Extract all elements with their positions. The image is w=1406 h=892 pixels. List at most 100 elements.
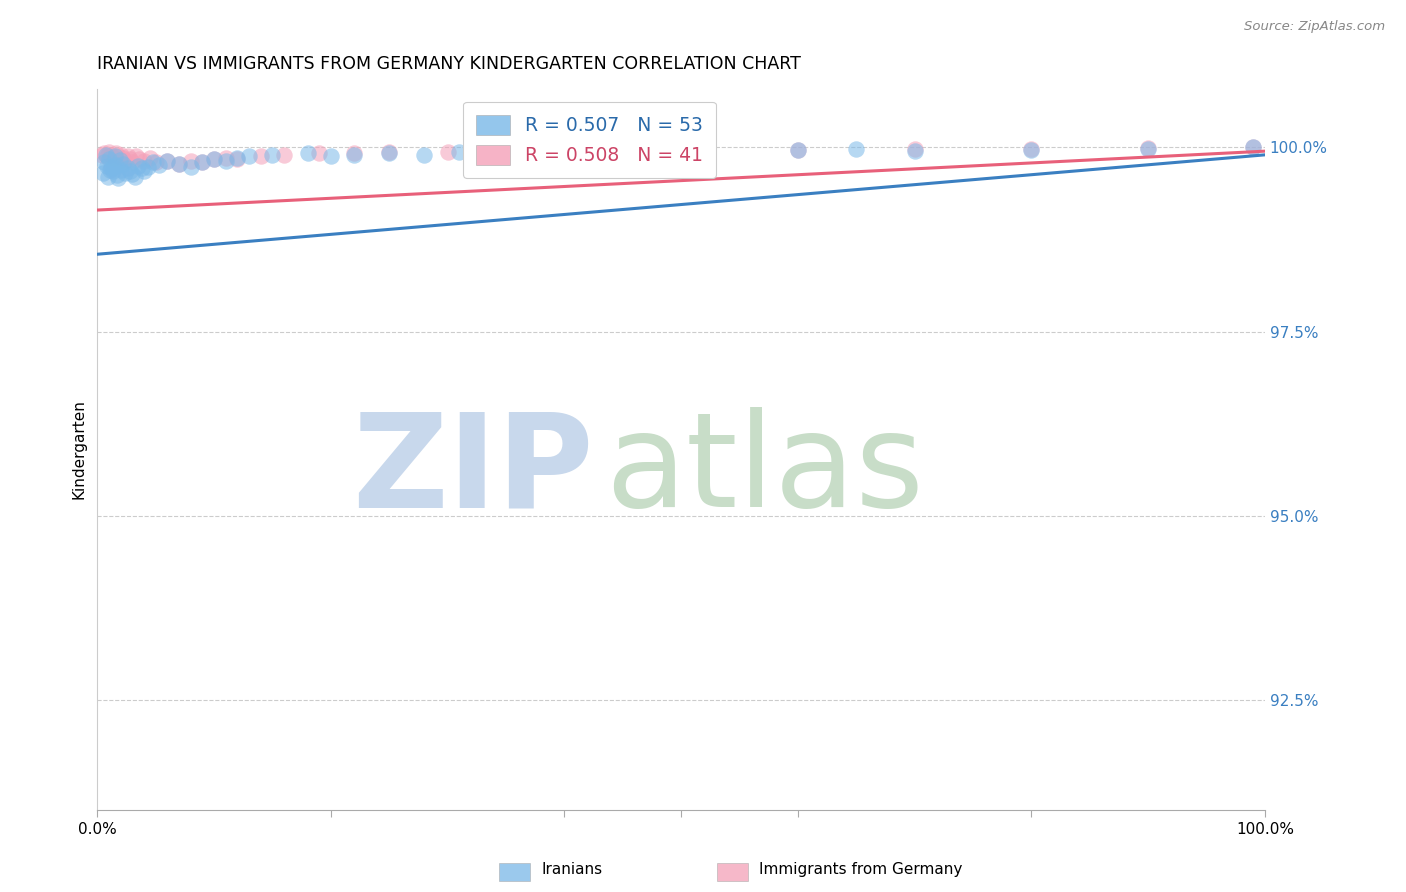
Point	[108, 153, 131, 167]
Point	[145, 155, 167, 169]
Point	[107, 149, 129, 163]
Point	[191, 155, 214, 169]
Point	[786, 144, 808, 158]
Point	[98, 145, 121, 159]
Point	[202, 153, 225, 167]
Point	[495, 146, 517, 161]
Point	[103, 151, 125, 165]
Point	[413, 148, 436, 162]
Point	[226, 153, 249, 167]
Point	[117, 161, 139, 175]
Point	[98, 162, 121, 177]
Point	[436, 145, 458, 159]
Point	[127, 159, 149, 173]
Point	[105, 169, 128, 183]
Point	[97, 169, 120, 184]
Point	[132, 153, 155, 168]
Point	[669, 145, 692, 159]
Text: Immigrants from Germany: Immigrants from Germany	[759, 863, 963, 877]
Point	[156, 153, 179, 168]
Text: Iranians: Iranians	[541, 863, 602, 877]
Point	[132, 164, 155, 178]
Point	[343, 148, 366, 162]
Point	[904, 144, 927, 158]
Y-axis label: Kindergarten: Kindergarten	[72, 400, 86, 500]
Point	[308, 146, 330, 161]
Text: ZIP: ZIP	[352, 408, 593, 534]
Point	[128, 153, 150, 167]
Point	[1137, 142, 1160, 156]
Text: IRANIAN VS IMMIGRANTS FROM GERMANY KINDERGARTEN CORRELATION CHART: IRANIAN VS IMMIGRANTS FROM GERMANY KINDE…	[97, 55, 801, 73]
Point	[249, 149, 271, 163]
Point	[96, 149, 118, 163]
Point	[98, 152, 121, 166]
Point	[121, 167, 143, 181]
Point	[136, 160, 159, 174]
Point	[125, 149, 148, 163]
Point	[121, 155, 143, 169]
Point	[103, 160, 125, 174]
Point	[107, 171, 129, 186]
Point	[612, 144, 634, 158]
Point	[91, 148, 114, 162]
Point	[100, 161, 122, 175]
Point	[139, 151, 162, 165]
Point	[1021, 142, 1043, 156]
Point	[1241, 140, 1264, 154]
Point	[114, 165, 136, 179]
Point	[1241, 140, 1264, 154]
Point	[156, 153, 179, 168]
Point	[142, 155, 165, 169]
Point	[273, 148, 295, 162]
Point	[93, 155, 115, 169]
Point	[343, 146, 366, 161]
Legend: R = 0.507   N = 53, R = 0.508   N = 41: R = 0.507 N = 53, R = 0.508 N = 41	[463, 102, 716, 178]
Point	[110, 162, 132, 177]
Point	[104, 149, 127, 163]
Point	[495, 144, 517, 158]
Point	[378, 145, 401, 159]
Text: Source: ZipAtlas.com: Source: ZipAtlas.com	[1244, 20, 1385, 33]
Point	[1137, 141, 1160, 155]
Point	[105, 158, 128, 172]
Point	[105, 146, 128, 161]
Point	[904, 142, 927, 156]
Point	[101, 164, 124, 178]
Point	[262, 148, 284, 162]
Point	[112, 151, 135, 165]
Point	[93, 146, 115, 161]
Point	[215, 151, 238, 165]
Point	[110, 148, 132, 162]
Point	[96, 159, 118, 173]
Point	[180, 160, 202, 174]
Point	[553, 145, 575, 159]
Point	[118, 164, 141, 178]
Point	[612, 144, 634, 158]
Point	[131, 161, 153, 175]
Point	[553, 144, 575, 158]
Point	[191, 155, 214, 169]
Point	[202, 153, 225, 167]
Point	[114, 153, 136, 168]
Point	[112, 156, 135, 170]
Point	[378, 146, 401, 161]
Point	[297, 146, 319, 161]
Point	[91, 166, 114, 180]
Point	[669, 143, 692, 157]
Point	[238, 149, 260, 163]
Text: atlas: atlas	[605, 408, 924, 534]
Point	[124, 169, 146, 184]
Point	[449, 145, 471, 159]
Point	[845, 142, 868, 156]
Point	[319, 149, 342, 163]
Point	[226, 151, 249, 165]
Point	[94, 148, 117, 162]
Point	[180, 153, 202, 168]
Point	[167, 156, 190, 170]
Point	[117, 149, 139, 163]
Point	[1021, 143, 1043, 157]
Point	[100, 148, 122, 162]
Point	[786, 143, 808, 157]
Point	[215, 153, 238, 168]
Point	[148, 158, 170, 172]
